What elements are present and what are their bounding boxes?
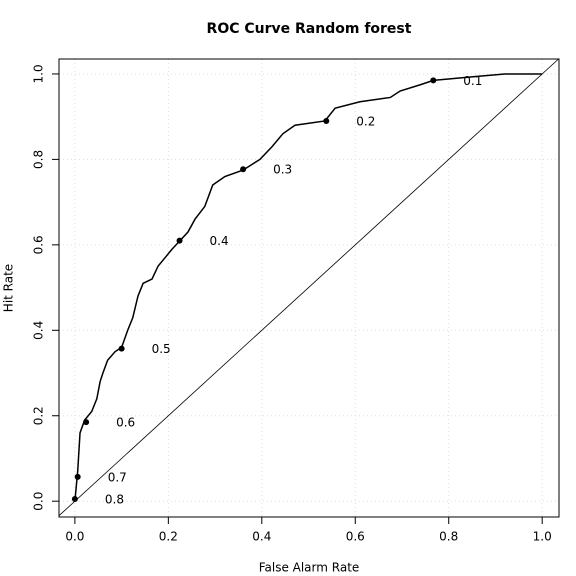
y-tick-label: 0.8 [32,150,46,169]
y-axis-label: Hit Rate [2,264,16,312]
threshold-label: 0.7 [108,470,127,484]
x-tick-label: 0.2 [159,530,178,544]
y-tick-label: 0.4 [32,321,46,340]
diagonal [58,58,559,517]
threshold-label: 0.2 [356,114,375,128]
x-tick-label: 0.4 [252,530,271,544]
threshold-label: 0.5 [152,342,171,356]
y-tick-label: 1.0 [32,64,46,83]
threshold-point [323,117,330,124]
threshold-point [430,77,437,84]
plot-frame [58,58,560,518]
y-tick-label: 0.2 [32,406,46,425]
y-tick-label: 0.6 [32,235,46,254]
threshold-point [118,345,125,352]
threshold-label: 0.3 [273,163,292,177]
threshold-point [240,166,247,173]
threshold-label: 0.1 [463,74,482,88]
x-tick-label: 0.6 [346,530,365,544]
threshold-point [71,496,78,503]
x-tick-label: 0.0 [65,530,84,544]
threshold-point [83,419,90,426]
threshold-label: 0.8 [105,493,124,507]
roc-curve [74,73,543,502]
threshold-label: 0.6 [116,416,135,430]
threshold-label: 0.4 [210,234,229,248]
x-tick-label: 1.0 [533,530,552,544]
chart-title: ROC Curve Random forest [207,21,412,37]
threshold-point [74,473,81,480]
threshold-point [176,237,183,244]
x-tick-label: 0.8 [439,530,458,544]
x-axis-label: False Alarm Rate [259,561,360,575]
y-tick-label: 0.0 [32,492,46,511]
